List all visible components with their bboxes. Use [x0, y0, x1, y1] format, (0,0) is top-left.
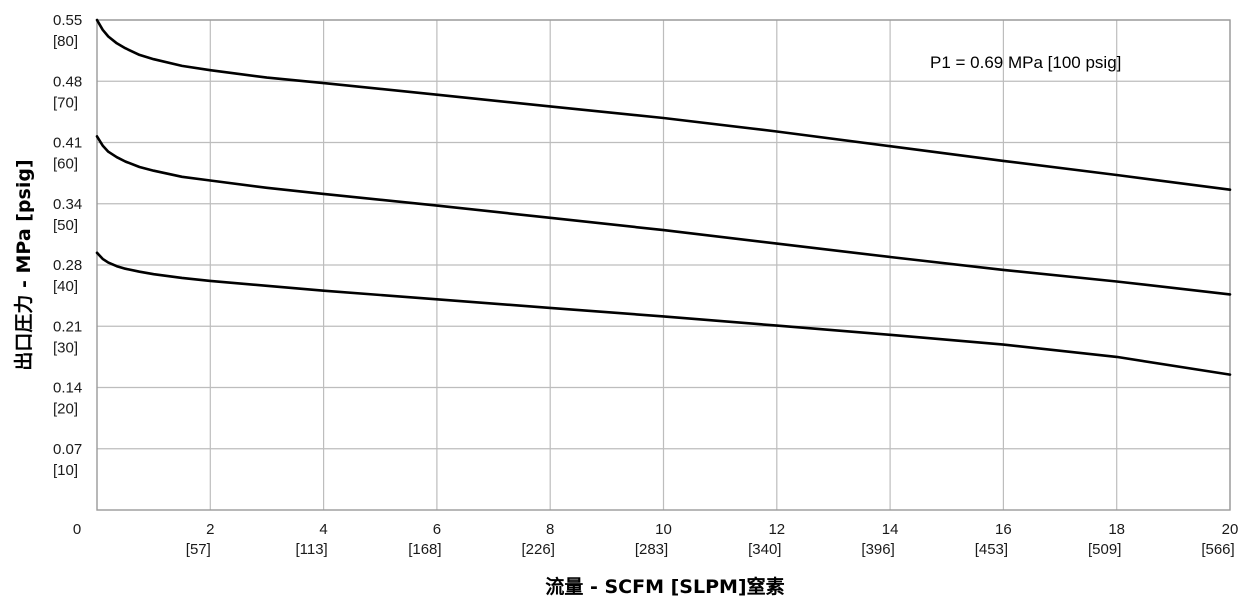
series-group: [95, 18, 1232, 376]
x-axis-ticks: 2 [57] 4 [113] 6 [168] 8 [226] 10 [283] 12 [340] 14 […: [186, 521, 1239, 558]
y-tick-secondary-label: [70]: [53, 94, 78, 111]
y-tick-label: 0.21: [53, 318, 82, 335]
x-tick-secondary-label: [168]: [408, 541, 441, 558]
y-tick-secondary-label: [50]: [53, 217, 78, 234]
x-tick-secondary-label: [566]: [1201, 541, 1234, 558]
x-tick-label: 16: [995, 521, 1012, 538]
y-tick-secondary-label: [60]: [53, 156, 78, 173]
x-tick-label: 20: [1222, 521, 1239, 538]
x-tick-label: 18: [1108, 521, 1125, 538]
y-tick-secondary-label: [30]: [53, 339, 78, 356]
x-tick-label: 10: [655, 521, 672, 538]
y-tick-label: 0.55: [53, 12, 82, 29]
y-tick-label: 0.14: [53, 380, 82, 397]
x-tick-label: 4: [319, 521, 327, 538]
series-line-2: [95, 135, 1232, 296]
x-tick-secondary-label: [57]: [186, 541, 211, 558]
x-tick-secondary-label: [453]: [975, 541, 1008, 558]
y-tick-label: 0.48: [53, 73, 82, 90]
y-tick-label: 0.07: [53, 441, 82, 458]
x-tick-label: 2: [206, 521, 214, 538]
plot-area-frame: [96, 19, 1231, 511]
series-line-3: [95, 251, 1232, 376]
x-tick-secondary-label: [226]: [522, 541, 555, 558]
x-origin-label: 0: [73, 521, 81, 538]
x-tick-label: 14: [882, 521, 899, 538]
y-tick-label: 0.28: [53, 257, 82, 274]
x-tick-label: 6: [433, 521, 441, 538]
x-tick-secondary-label: [396]: [861, 541, 894, 558]
x-tick-secondary-label: [340]: [748, 541, 781, 558]
x-tick-secondary-label: [113]: [295, 541, 327, 558]
y-axis-title: 出口圧力 - MPa [psig]: [12, 159, 35, 370]
x-tick-secondary-label: [283]: [635, 541, 668, 558]
x-axis-title: 流量 - SCFM [SLPM]窒素: [545, 575, 784, 598]
y-tick-secondary-label: [20]: [53, 401, 78, 418]
y-tick-label: 0.41: [53, 135, 82, 152]
y-tick-secondary-label: [40]: [53, 278, 78, 295]
y-tick-secondary-label: [10]: [53, 462, 78, 479]
y-tick-secondary-label: [80]: [53, 33, 78, 50]
x-tick-label: 8: [546, 521, 554, 538]
x-tick-secondary-label: [509]: [1088, 541, 1121, 558]
x-tick-label: 12: [768, 521, 785, 538]
y-tick-label: 0.34: [53, 196, 82, 213]
y-axis-ticks: 0.55 [80] 0.48 [70] 0.41 [60] 0.34 [50] 0.28 [40]…: [53, 12, 82, 479]
pressure-annotation: P1 = 0.69 MPa [100 psig]: [930, 53, 1121, 72]
series-line-1: [95, 18, 1232, 191]
